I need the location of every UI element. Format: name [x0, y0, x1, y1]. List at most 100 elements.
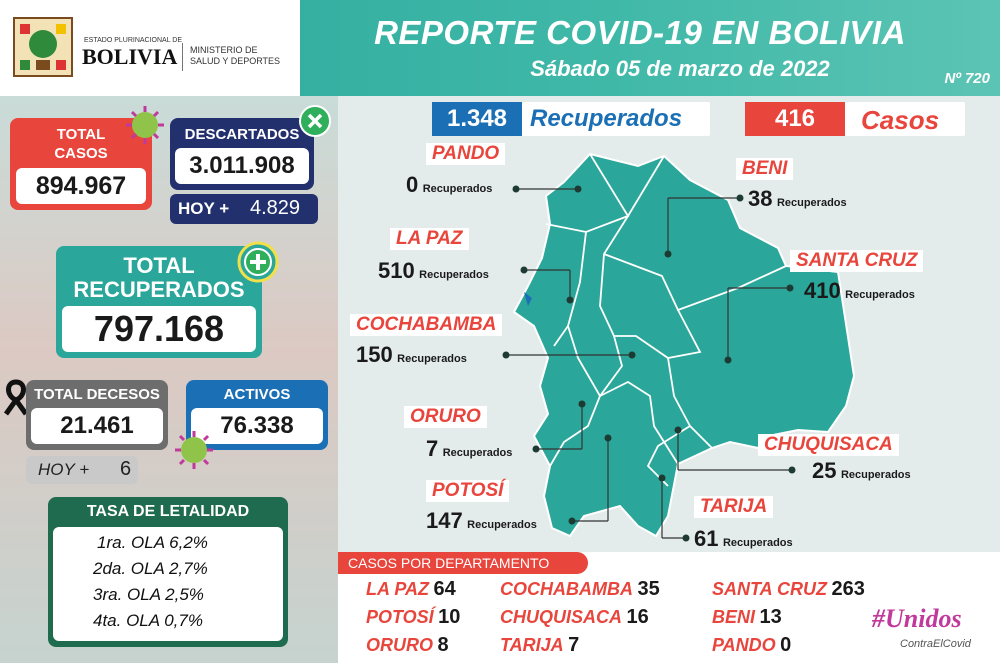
casos-item: ORURO 8: [366, 634, 449, 657]
descartados-hoy-value: 4.829: [250, 197, 301, 219]
dept-name: COCHABAMBA: [350, 314, 503, 336]
dept-name: POTOSÍ: [426, 480, 510, 502]
letalidad-row: 3ra. OLA 2,5%: [93, 585, 204, 605]
dept-value: 150: [356, 342, 393, 367]
casos-item-value: 7: [568, 634, 580, 656]
casos-item: SANTA CRUZ 263: [712, 578, 865, 601]
casos-item-value: 35: [637, 578, 660, 600]
casos-item: CHUQUISACA 16: [500, 606, 649, 629]
casos-item-name: BENI: [712, 607, 756, 627]
dept-value: 61: [694, 526, 719, 551]
plus-circle-icon: [237, 241, 279, 283]
letalidad-row-label: 3ra. OLA: [93, 585, 161, 604]
dept-value: 38: [748, 186, 773, 211]
dept-potosi: POTOSÍ: [426, 480, 510, 502]
letalidad-row-label: 4ta. OLA: [93, 611, 160, 630]
activos-value: 76.338: [191, 408, 323, 444]
dept-potosi-stat: 147 Recuperados: [426, 508, 537, 534]
descartados-label: DESCARTADOS: [184, 126, 300, 143]
dept-chuquisaca-stat: 25 Recuperados: [812, 458, 911, 484]
report-number: Nº 720: [944, 70, 990, 87]
letalidad-list: 1ra. OLA 6,2% 2da. OLA 2,7% 3ra. OLA 2,5…: [53, 527, 283, 641]
casos-item: POTOSÍ 10: [366, 606, 460, 629]
dept-santa-cruz-stat: 410 Recuperados: [804, 278, 915, 304]
letalidad-row: 4ta. OLA 0,7%: [93, 611, 203, 631]
casos-item-value: 16: [626, 606, 649, 628]
dept-value: 410: [804, 278, 841, 303]
daily-casos-value: 416: [745, 102, 845, 136]
casos-item-name: POTOSÍ: [366, 607, 434, 627]
campaign-logo: #Unidos: [872, 604, 962, 633]
mourning-ribbon-icon: [3, 379, 29, 416]
descartados-value: 3.011.908: [175, 148, 309, 184]
total-decesos-card: TOTAL DECESOS 21.461: [26, 380, 168, 450]
casos-por-departamento-title: CASOS POR DEPARTAMENTO: [338, 552, 588, 574]
dept-santa-cruz: SANTA CRUZ: [790, 250, 924, 272]
casos-item-name: CHUQUISACA: [500, 607, 623, 627]
letalidad-card: TASA DE LETALIDAD 1ra. OLA 6,2% 2da. OLA…: [48, 497, 288, 647]
letalidad-row-value: 2,7%: [168, 559, 208, 578]
casos-item: COCHABAMBA 35: [500, 578, 660, 601]
letalidad-row-value: 2,5%: [165, 585, 204, 604]
casos-item-name: SANTA CRUZ: [712, 579, 827, 599]
casos-item: PANDO 0: [712, 634, 791, 657]
activos-card: ACTIVOS 76.338: [186, 380, 328, 450]
daily-casos: 416 Casos: [745, 102, 965, 136]
dept-pando-stat: 0 Recuperados: [406, 172, 492, 198]
casos-item: BENI 13: [712, 606, 782, 629]
dept-la-paz-stat: 510 Recuperados: [378, 258, 489, 284]
dept-name: BENI: [736, 158, 794, 180]
dept-name: TARIJA: [694, 496, 774, 518]
dept-name: PANDO: [426, 143, 506, 165]
dept-unit: Recuperados: [776, 197, 847, 209]
logo-divider: [182, 43, 183, 71]
dept-unit: Recuperados: [397, 353, 467, 365]
dept-unit: Recuperados: [845, 289, 915, 301]
dept-value: 510: [378, 258, 415, 283]
casos-item-name: TARIJA: [500, 635, 564, 655]
dept-name: CHUQUISACA: [758, 434, 899, 456]
letalidad-row-label: 1ra. OLA: [97, 533, 165, 552]
coat-of-arms-icon: [13, 17, 73, 77]
virus-icon: [126, 106, 164, 144]
logo-top-text: ESTADO PLURINACIONAL DE: [84, 37, 183, 44]
casos-item: TARIJA 7: [500, 634, 579, 657]
descartados-hoy-label: HOY +: [178, 199, 230, 218]
casos-item-value: 0: [780, 634, 792, 656]
descartados-hoy: HOY + 4.829: [170, 194, 318, 224]
casos-item-value: 263: [831, 578, 865, 600]
dept-unit: Recuperados: [419, 269, 489, 281]
dept-oruro-stat: 7 Recuperados: [426, 436, 512, 462]
recuperados-label2: RECUPERADOS: [73, 277, 245, 302]
daily-recuperados: 1.348 Recuperados: [432, 102, 710, 136]
daily-recuperados-label: Recuperados: [530, 105, 683, 132]
dept-unit: Recuperados: [722, 537, 793, 549]
dept-name: ORURO: [404, 406, 487, 428]
logo-main-text: BOLIVIA: [82, 44, 178, 69]
dept-value: 147: [426, 508, 463, 533]
dept-unit: Recuperados: [467, 519, 537, 531]
logo-card: ESTADO PLURINACIONAL DE BOLIVIA MINISTER…: [0, 0, 300, 96]
close-circle-icon: [299, 105, 331, 137]
dept-chuquisaca: CHUQUISACA: [758, 434, 899, 456]
dept-unit: Recuperados: [422, 183, 493, 195]
casos-item-name: COCHABAMBA: [500, 579, 633, 599]
casos-item-name: ORURO: [366, 635, 433, 655]
letalidad-row: 1ra. OLA 6,2%: [97, 533, 208, 553]
total-casos-label1: TOTAL: [56, 126, 106, 143]
dept-beni: BENI: [736, 158, 794, 180]
casos-item-value: 10: [438, 606, 461, 628]
decesos-label: TOTAL DECESOS: [34, 386, 160, 403]
virus-icon: [175, 431, 213, 469]
descartados-card: DESCARTADOS 3.011.908: [170, 118, 314, 190]
dept-name: SANTA CRUZ: [790, 250, 924, 272]
dept-unit: Recuperados: [442, 447, 513, 459]
activos-label: ACTIVOS: [223, 386, 291, 403]
total-casos-value: 894.967: [16, 168, 146, 204]
report-date: Sábado 05 de marzo de 2022: [530, 56, 830, 81]
recuperados-value: 797.168: [62, 306, 256, 352]
daily-casos-label: Casos: [861, 105, 940, 135]
total-recuperados-card: TOTAL RECUPERADOS 797.168: [56, 246, 262, 358]
dept-cochabamba-stat: 150 Recuperados: [356, 342, 467, 368]
